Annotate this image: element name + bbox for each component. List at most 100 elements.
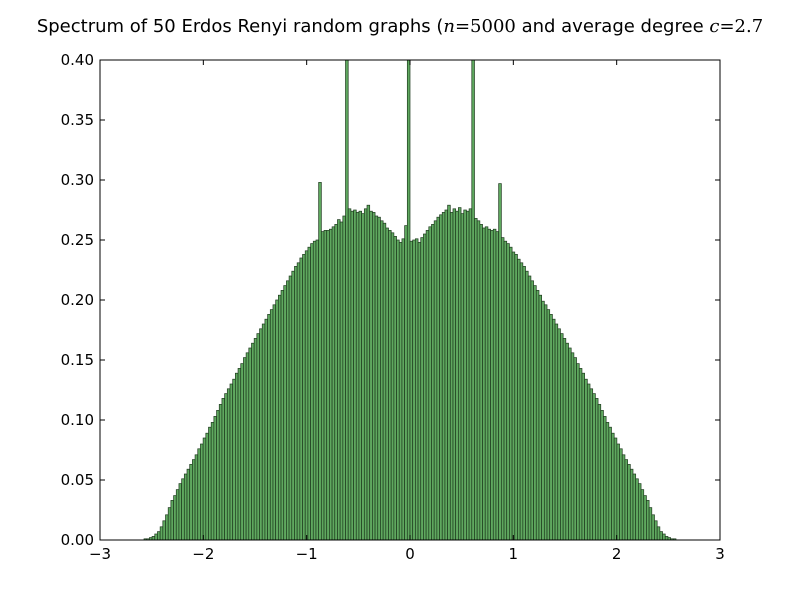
histogram-bar xyxy=(514,254,518,540)
histogram-bar xyxy=(479,224,483,540)
histogram-bar xyxy=(522,266,526,540)
histogram-bar xyxy=(576,363,580,540)
histogram-bar xyxy=(202,437,207,540)
histogram-bar xyxy=(286,280,290,540)
histogram-bar xyxy=(165,514,169,540)
histogram-bar xyxy=(355,212,360,540)
histogram-bar xyxy=(423,233,427,540)
histogram-bar xyxy=(565,342,569,540)
histogram-bar xyxy=(218,404,223,540)
histogram-bar xyxy=(189,464,193,540)
histogram-bar xyxy=(291,270,295,540)
histogram-bar xyxy=(372,212,376,540)
histogram-bar xyxy=(350,210,354,540)
histogram-bar xyxy=(656,526,661,540)
x-tick-label: −1 xyxy=(296,545,318,563)
histogram-bar xyxy=(310,243,314,540)
histogram-bar xyxy=(586,383,591,540)
histogram-bar xyxy=(208,426,212,540)
histogram-bar xyxy=(420,237,424,540)
histogram-bar xyxy=(232,378,236,540)
x-tick-label: 3 xyxy=(715,545,725,563)
histogram-bar xyxy=(178,483,182,540)
histogram-bar xyxy=(398,242,403,540)
histogram-bar xyxy=(186,468,191,540)
histogram-bar xyxy=(361,213,365,540)
histogram-bar xyxy=(543,304,548,540)
histogram-bar xyxy=(570,352,575,540)
histogram-bar xyxy=(312,240,317,540)
histogram-bar xyxy=(643,495,647,540)
histogram-bar xyxy=(329,228,333,540)
histogram-bar xyxy=(331,226,336,540)
histogram-bar xyxy=(283,285,287,540)
histogram-bar xyxy=(646,500,650,540)
histogram-bar xyxy=(417,242,422,540)
histogram-bar xyxy=(151,536,156,540)
histogram-bar xyxy=(603,416,607,540)
histogram-bar xyxy=(546,309,551,540)
histogram-bar xyxy=(288,275,293,540)
histogram-bar xyxy=(517,258,521,540)
histogram-bar xyxy=(584,378,588,540)
histogram-bar xyxy=(638,483,642,540)
histogram-bar xyxy=(388,230,392,540)
histogram-bar xyxy=(595,398,599,540)
histogram-bar xyxy=(323,230,328,540)
histogram-bar xyxy=(235,372,239,540)
histogram-bar xyxy=(447,204,451,540)
histogram-bar xyxy=(278,294,282,540)
histogram-bar xyxy=(240,363,244,540)
histogram-bar xyxy=(183,473,188,540)
histogram-bar xyxy=(433,220,438,540)
histogram-bar xyxy=(275,299,279,540)
histogram-bar xyxy=(600,410,604,540)
histogram-bar xyxy=(578,368,583,540)
x-tick-label: 0 xyxy=(405,545,415,563)
histogram-bar xyxy=(468,208,473,540)
x-axis: −3 −2 −1 0 1 2 3 xyxy=(89,60,725,563)
histogram-bar xyxy=(664,536,669,540)
histogram-bar xyxy=(261,323,266,540)
histogram-bar xyxy=(267,314,271,540)
histogram-bar xyxy=(294,266,298,540)
histogram-bar xyxy=(221,398,225,540)
y-tick-label: 0.30 xyxy=(61,171,94,189)
histogram-bar xyxy=(307,246,311,540)
histogram-bar xyxy=(611,432,615,540)
histogram-bar xyxy=(552,318,556,540)
histogram-bar xyxy=(624,459,628,540)
histogram-bar xyxy=(363,208,368,540)
histogram-bar xyxy=(326,230,330,540)
histogram-bar xyxy=(455,210,459,540)
histogram-bar xyxy=(541,300,545,540)
histogram-bar xyxy=(390,232,395,540)
histogram-bar xyxy=(401,238,405,540)
y-tick-label: 0.00 xyxy=(61,531,94,549)
histogram-bar xyxy=(635,478,639,540)
histogram-bar xyxy=(506,243,510,540)
chart-title: Spectrum of 50 Erdos Renyi random graphs… xyxy=(37,16,763,37)
histogram-bar xyxy=(509,246,513,540)
histogram-bar xyxy=(253,338,258,540)
histogram-bar xyxy=(345,60,349,540)
histogram-bar xyxy=(487,228,491,540)
histogram-bar xyxy=(200,443,204,540)
histogram-bar xyxy=(640,489,645,540)
histogram-bar xyxy=(452,208,457,540)
histogram-bar xyxy=(549,314,553,540)
histogram-bar xyxy=(573,357,577,540)
histogram-bar xyxy=(173,495,177,540)
histogram-bar xyxy=(377,216,381,540)
histogram-bar xyxy=(444,209,448,540)
histogram-bar xyxy=(441,212,446,540)
histogram-bar xyxy=(535,290,540,540)
histogram-bar xyxy=(484,226,489,540)
histogram-bar xyxy=(527,275,532,540)
x-tick-label: −3 xyxy=(89,545,111,563)
histogram-bar xyxy=(525,270,529,540)
y-tick-label: 0.20 xyxy=(61,291,94,309)
histogram-bar xyxy=(299,257,303,540)
histogram-bar xyxy=(245,352,250,540)
histogram-bar xyxy=(654,520,658,540)
